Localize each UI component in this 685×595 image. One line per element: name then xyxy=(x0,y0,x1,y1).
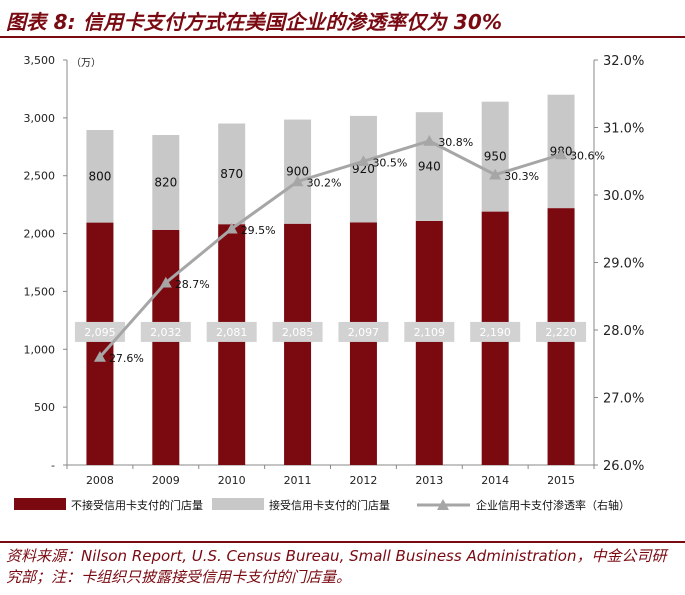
legend-label-accepting: 接受信用卡支付的门店量 xyxy=(269,498,390,512)
x-tick-label: 2012 xyxy=(349,474,377,487)
data-label-penetration: 30.2% xyxy=(307,177,342,190)
data-label-not-accepting: 2,109 xyxy=(414,326,446,339)
line-point-marker xyxy=(489,168,502,180)
data-label-box xyxy=(206,321,257,342)
data-label-penetration: 30.8% xyxy=(438,136,473,149)
y-right-tick-label: 28.0% xyxy=(603,324,644,339)
y-left-tick-label: 3,500 xyxy=(24,54,56,67)
data-label-box xyxy=(404,321,455,342)
data-label-not-accepting: 2,032 xyxy=(150,326,182,339)
x-tick-label: 2011 xyxy=(284,474,312,487)
data-label-box xyxy=(470,321,521,342)
data-label-box xyxy=(272,321,323,342)
data-label-not-accepting: 2,220 xyxy=(545,326,577,339)
penetration-line xyxy=(98,139,562,358)
data-label-accepting: 800 xyxy=(88,169,111,183)
y-left-tick-label: 2,500 xyxy=(24,170,56,183)
bar-accepting xyxy=(415,112,443,221)
line-point-marker xyxy=(225,222,238,234)
x-tick-label: 2009 xyxy=(152,474,180,487)
data-label-penetration: 28.7% xyxy=(175,278,210,291)
data-label-not-accepting: 2,081 xyxy=(216,326,248,339)
chart-title: 图表 8: 信用卡支付方式在美国企业的渗透率仅为 30% xyxy=(6,10,503,34)
bar-not-accepting xyxy=(415,220,443,465)
source-note: 资料来源：Nilson Report, U.S. Census Bureau, … xyxy=(6,547,667,586)
x-tick-label: 2010 xyxy=(218,474,246,487)
bar-accepting xyxy=(284,119,312,224)
line-point-marker xyxy=(159,276,172,288)
y-left-tick-label: - xyxy=(51,459,55,472)
bar-not-accepting xyxy=(86,222,114,465)
legend-marker xyxy=(437,499,449,510)
y-left-tick-label: 3,000 xyxy=(24,112,56,125)
source-rule xyxy=(0,541,685,543)
data-label-penetration: 30.6% xyxy=(570,150,605,163)
line-point-marker xyxy=(291,175,304,187)
legend-swatch-accepting xyxy=(212,498,264,510)
line-point-marker xyxy=(555,148,568,160)
data-label-penetration: 30.5% xyxy=(372,156,407,169)
data-label-box xyxy=(338,321,389,342)
data-label-not-accepting: 2,085 xyxy=(282,326,314,339)
data-label-box xyxy=(140,321,191,342)
y-left-tick-label: 500 xyxy=(34,401,55,414)
data-label-accepting: 940 xyxy=(418,160,441,174)
bar-not-accepting xyxy=(284,223,312,465)
x-tick-label: 2015 xyxy=(547,474,575,487)
bar-accepting xyxy=(86,130,114,223)
data-label-penetration: 27.6% xyxy=(109,352,144,365)
bar-not-accepting xyxy=(349,222,377,465)
data-label-accepting: 950 xyxy=(484,150,507,164)
y-right-tick-label: 27.0% xyxy=(603,392,644,407)
data-label-accepting: 870 xyxy=(220,167,243,181)
y-left-unit: （万） xyxy=(71,57,101,69)
y-right-tick-label: 26.0% xyxy=(603,459,644,474)
y-right-tick-label: 30.0% xyxy=(603,189,644,204)
chart: - 500 1,000 1,500 2,000 2,500 3,000 3,500 （万） 26.… xyxy=(14,54,644,512)
line-point-marker xyxy=(357,155,370,167)
bar-accepting xyxy=(152,134,180,230)
legend-swatch-not-accepting xyxy=(14,498,66,510)
legend-label-penetration: 企业信用卡支付渗透率（右轴） xyxy=(476,498,630,512)
line-point-marker xyxy=(423,135,436,146)
data-label-accepting: 820 xyxy=(154,175,177,189)
y-right-tick-label: 31.0% xyxy=(603,122,644,137)
bar-accepting xyxy=(349,115,377,223)
data-label-penetration: 29.5% xyxy=(241,224,276,237)
line-point-marker xyxy=(93,351,106,362)
data-label-not-accepting: 2,190 xyxy=(479,326,511,339)
data-label-accepting: 900 xyxy=(286,165,309,179)
data-label-not-accepting: 2,097 xyxy=(348,326,380,339)
data-label-not-accepting: 2,095 xyxy=(84,326,116,339)
y-right-tick-label: 32.0% xyxy=(603,54,644,69)
x-tick-label: 2014 xyxy=(481,474,509,487)
title-rule xyxy=(0,36,685,38)
legend-label-not-accepting: 不接受信用卡支付的门店量 xyxy=(71,498,203,512)
y-left-tick-label: 2,000 xyxy=(24,228,56,241)
bar-not-accepting xyxy=(218,224,246,465)
x-tick-label: 2013 xyxy=(415,474,443,487)
y-right-tick-label: 29.0% xyxy=(603,257,644,272)
data-label-box xyxy=(536,321,587,342)
data-label-box xyxy=(74,321,125,342)
bar-not-accepting xyxy=(152,229,180,465)
y-left-tick-label: 1,500 xyxy=(24,285,56,298)
bar-accepting xyxy=(218,123,246,225)
data-label-penetration: 30.3% xyxy=(504,170,539,183)
y-left-tick-label: 1,000 xyxy=(24,343,56,356)
x-tick-label: 2008 xyxy=(86,474,114,487)
bar-accepting xyxy=(481,101,509,212)
